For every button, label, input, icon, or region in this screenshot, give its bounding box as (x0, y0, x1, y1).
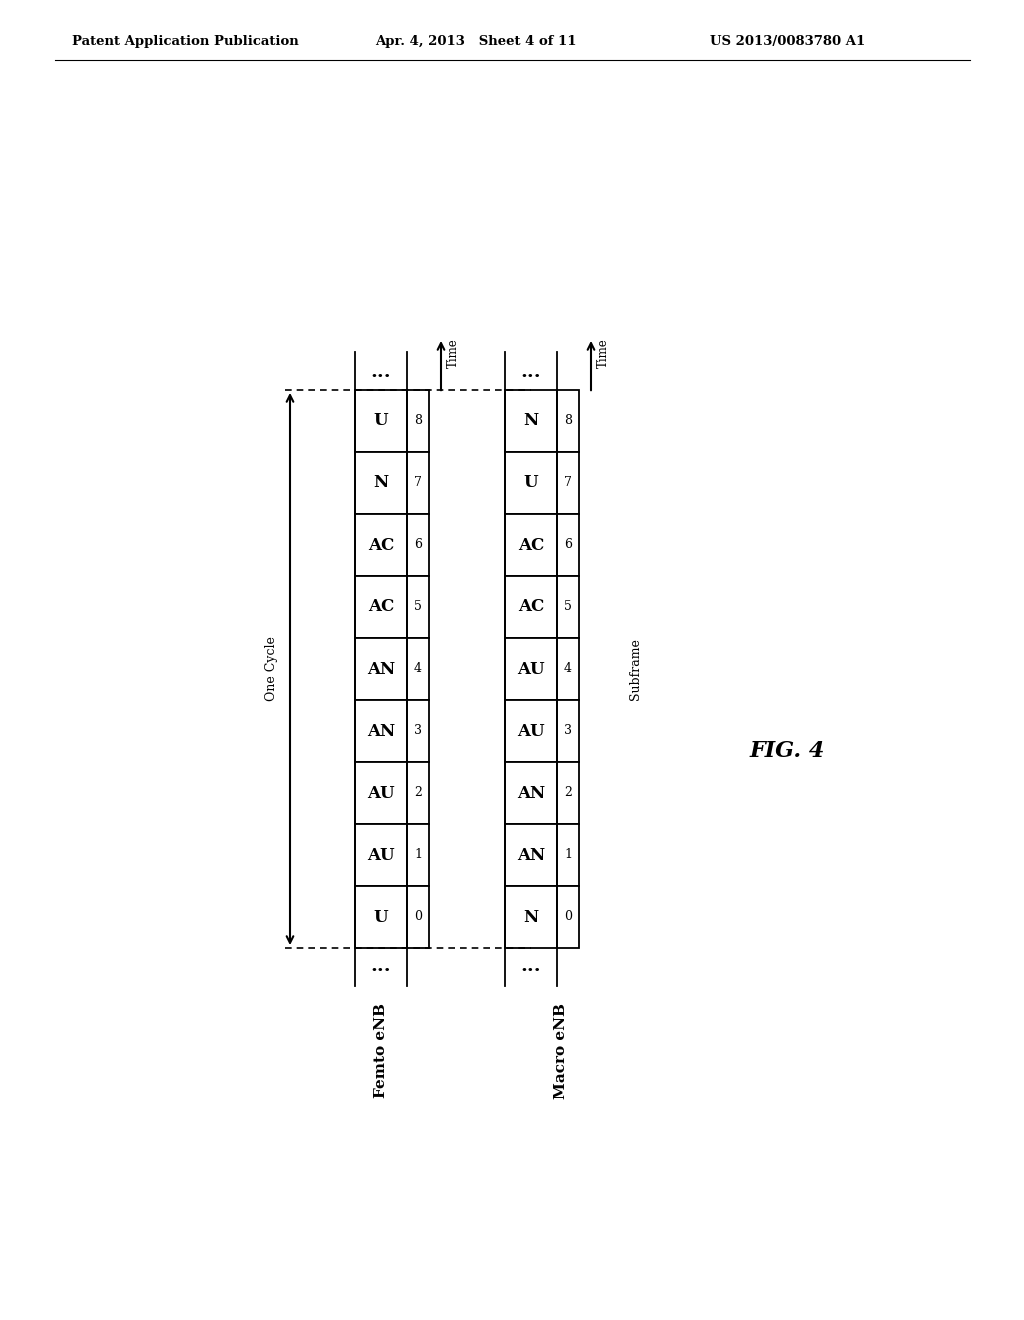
Bar (557, 762, 579, 824)
Text: Time: Time (447, 338, 460, 368)
Text: U: U (523, 474, 539, 491)
Bar (505, 886, 557, 948)
Bar (407, 762, 429, 824)
Bar (505, 638, 557, 700)
Text: AU: AU (368, 846, 395, 863)
Bar (505, 389, 557, 451)
Text: ...: ... (371, 957, 391, 975)
Text: N: N (374, 474, 388, 491)
Bar (355, 824, 407, 886)
Text: 4: 4 (564, 663, 572, 676)
Bar (355, 513, 407, 576)
Text: ...: ... (520, 363, 542, 381)
Text: U: U (374, 412, 388, 429)
Text: 5: 5 (414, 601, 422, 614)
Text: Femto eNB: Femto eNB (374, 1003, 388, 1098)
Text: 8: 8 (414, 414, 422, 428)
Text: AC: AC (518, 536, 544, 553)
Text: FIG. 4: FIG. 4 (750, 741, 825, 762)
Text: 7: 7 (564, 477, 572, 490)
Text: AC: AC (368, 536, 394, 553)
Text: 4: 4 (414, 663, 422, 676)
Text: US 2013/0083780 A1: US 2013/0083780 A1 (710, 36, 865, 48)
Bar (557, 824, 579, 886)
Bar (407, 700, 429, 762)
Text: Patent Application Publication: Patent Application Publication (72, 36, 299, 48)
Text: AN: AN (517, 784, 545, 801)
Text: 0: 0 (564, 911, 572, 924)
Bar (557, 886, 579, 948)
Bar (355, 451, 407, 513)
Text: 2: 2 (414, 787, 422, 800)
Bar (407, 576, 429, 638)
Bar (557, 389, 579, 451)
Bar (505, 451, 557, 513)
Bar (557, 638, 579, 700)
Text: 6: 6 (564, 539, 572, 552)
Text: 2: 2 (564, 787, 572, 800)
Bar (355, 886, 407, 948)
Text: 6: 6 (414, 539, 422, 552)
Text: 3: 3 (414, 725, 422, 738)
Text: Macro eNB: Macro eNB (554, 1003, 568, 1100)
Bar (557, 513, 579, 576)
Bar (407, 389, 429, 451)
Bar (557, 576, 579, 638)
Text: 1: 1 (564, 849, 572, 862)
Text: AN: AN (367, 722, 395, 739)
Text: 7: 7 (414, 477, 422, 490)
Text: AC: AC (368, 598, 394, 615)
Text: ...: ... (371, 363, 391, 381)
Text: N: N (523, 908, 539, 925)
Bar (505, 700, 557, 762)
Text: AN: AN (517, 846, 545, 863)
Text: AN: AN (367, 660, 395, 677)
Text: ...: ... (520, 957, 542, 975)
Bar (505, 513, 557, 576)
Text: Time: Time (597, 338, 610, 368)
Text: 1: 1 (414, 849, 422, 862)
Bar (407, 451, 429, 513)
Text: 8: 8 (564, 414, 572, 428)
Text: 3: 3 (564, 725, 572, 738)
Bar (355, 576, 407, 638)
Bar (505, 576, 557, 638)
Text: 5: 5 (564, 601, 572, 614)
Text: 0: 0 (414, 911, 422, 924)
Text: AU: AU (517, 660, 545, 677)
Bar (407, 513, 429, 576)
Text: Apr. 4, 2013   Sheet 4 of 11: Apr. 4, 2013 Sheet 4 of 11 (375, 36, 577, 48)
Bar (505, 824, 557, 886)
Bar (355, 700, 407, 762)
Bar (407, 824, 429, 886)
Text: AU: AU (517, 722, 545, 739)
Text: U: U (374, 908, 388, 925)
Bar (407, 886, 429, 948)
Bar (557, 700, 579, 762)
Bar (505, 762, 557, 824)
Bar (355, 389, 407, 451)
Bar (407, 638, 429, 700)
Bar (355, 638, 407, 700)
Text: AU: AU (368, 784, 395, 801)
Bar (355, 762, 407, 824)
Text: Subframe: Subframe (629, 638, 642, 700)
Text: One Cycle: One Cycle (265, 636, 278, 701)
Text: AC: AC (518, 598, 544, 615)
Bar (557, 451, 579, 513)
Text: N: N (523, 412, 539, 429)
